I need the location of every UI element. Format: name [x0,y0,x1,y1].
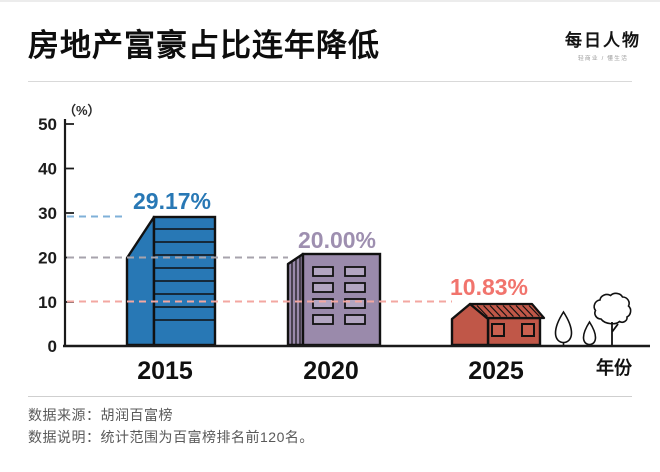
house-window-left [491,323,505,337]
brand-logo-name: 每日人物 [565,31,641,50]
data-note-line: 数据说明：统计范围为百富榜排名前120名。 [28,429,314,445]
value-label-2020: 20.00% [298,227,376,253]
y-tick-label-50: 50 [38,115,57,134]
footer-divider [28,396,632,397]
y-axis: 50 40 30 20 10 0 （%） [38,103,100,356]
y-tick-label-40: 40 [38,160,57,179]
brand-logo-tagline: 轻商业 / 懂生活 [577,55,629,62]
page-title: 房地产富豪占比连年降低 [28,28,380,63]
y-axis-ticks [65,123,74,303]
x-tick-label-2020: 2020 [303,357,359,385]
bar-2015-side-face [125,215,156,347]
brand-logo: 每日人物 轻商业 / 懂生活 [558,26,648,68]
x-axis: 2015 2020 2025 年份 [63,344,650,385]
x-axis-title: 年份 [596,357,633,378]
y-axis-unit-label: （%） [63,103,101,118]
bar-2020-windows [312,266,366,325]
tree-small-icon [582,320,597,346]
guide-lines [67,215,452,303]
y-tick-label-30: 30 [38,204,57,223]
title-divider [28,81,632,82]
bar-2015-floor-lines [154,228,215,321]
tree-tall-icon [554,310,573,344]
house-roof-hatch [476,305,540,317]
tree-round-trunk [611,322,619,346]
y-tick-label-0: 0 [48,337,57,356]
house-window-right [521,323,535,337]
trees-illustration [554,292,632,346]
bar-2015-building [125,215,217,347]
bar-2020-building [286,252,382,347]
data-source-line: 数据来源：胡润百富榜 [28,407,173,423]
bar-2025-house [450,302,546,347]
value-label-2015: 29.17% [133,188,211,214]
x-tick-label-2025: 2025 [468,357,524,385]
y-tick-label-20: 20 [38,249,57,268]
x-tick-label-2015: 2015 [137,357,193,385]
y-tick-label-10: 10 [38,293,57,312]
value-label-2025: 10.83% [450,274,528,300]
tree-round-icon [593,292,632,325]
